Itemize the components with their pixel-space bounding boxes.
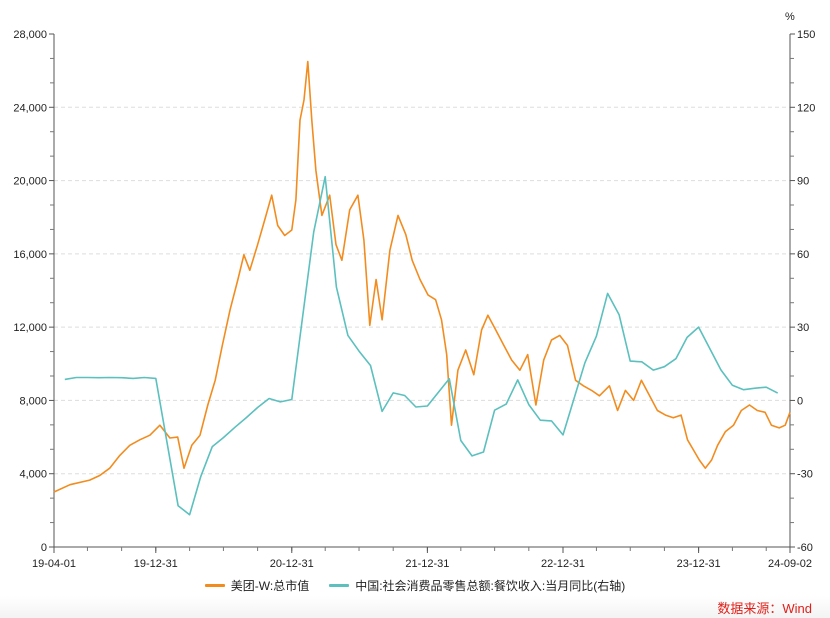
grid-lines xyxy=(54,106,790,475)
left-axis-tick-label: 28,000 xyxy=(13,29,47,41)
series-line-catering-revenue-yoy xyxy=(64,175,779,516)
legend-swatch-orange xyxy=(204,584,225,587)
series-lines xyxy=(53,60,791,516)
x-axis-tick-label: 19-12-31 xyxy=(134,558,178,570)
x-axis-tick-label: 20-12-31 xyxy=(270,558,314,570)
right-axis-tick-label: 30 xyxy=(797,322,809,334)
left-axis-tick-label: 4,000 xyxy=(19,469,47,481)
right-axis-tick-label: 90 xyxy=(797,176,809,188)
right-axis-tick-label: 150 xyxy=(797,29,815,41)
left-axis-tick-label: 0 xyxy=(41,542,47,554)
left-axis-tick-label: 24,000 xyxy=(13,102,47,114)
legend-label: 中国:社会消费品零售总额:餐饮收入:当月同比(右轴) xyxy=(355,579,626,593)
legend-item-meituan-market-cap[interactable]: 美团-W:总市值 xyxy=(204,577,310,594)
legend: 美团-W:总市值 中国:社会消费品零售总额:餐饮收入:当月同比(右轴) xyxy=(0,577,830,594)
bottom-strip xyxy=(0,596,830,618)
right-axis-unit-label: % xyxy=(785,11,795,23)
legend-swatch-teal xyxy=(329,584,350,587)
right-axis-tick-label: 60 xyxy=(797,249,809,261)
left-axis-tick-label: 16,000 xyxy=(13,249,47,261)
right-axis-tick-label: 120 xyxy=(797,102,815,114)
axes: 0 4,000 8,000 12,000 16,000 20,000 24,000 28,00… xyxy=(13,29,815,570)
left-axis-tick-label: 12,000 xyxy=(13,322,47,334)
legend-label: 美团-W:总市值 xyxy=(230,579,310,593)
left-axis-tick-label: 8,000 xyxy=(19,395,47,407)
right-axis-tick-label: -60 xyxy=(797,542,813,554)
x-axis-tick-label: 24-09-02 xyxy=(768,558,812,570)
x-axis-tick-label: 21-12-31 xyxy=(405,558,449,570)
x-axis-tick-label: 19-04-01 xyxy=(32,558,76,570)
right-axis-tick-label: -30 xyxy=(797,469,813,481)
data-source-note: 数据来源：Wind xyxy=(717,601,812,616)
x-axis-tick-label: 22-12-31 xyxy=(541,558,585,570)
right-axis-tick-label: 0 xyxy=(797,395,803,407)
left-axis-tick-label: 20,000 xyxy=(13,176,47,188)
series-line-meituan-market-cap xyxy=(53,60,791,493)
x-axis-tick-label: 23-12-31 xyxy=(677,558,721,570)
legend-item-catering-revenue-yoy[interactable]: 中国:社会消费品零售总额:餐饮收入:当月同比(右轴) xyxy=(329,577,625,594)
